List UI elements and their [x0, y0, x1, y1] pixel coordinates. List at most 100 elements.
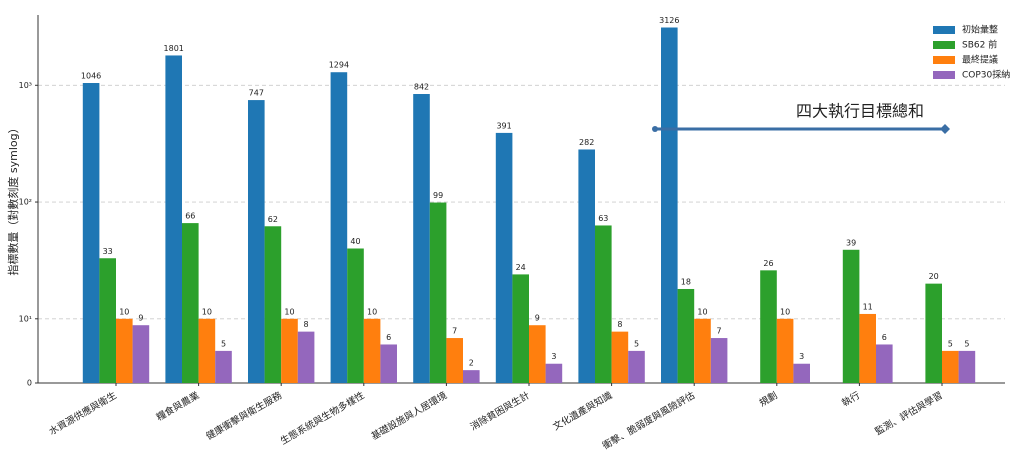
x-tick-label: 糧食與農業: [154, 389, 202, 423]
x-tick-label: 基礎設施與人居環境: [369, 389, 449, 442]
x-tick-label: 文化遺產與知識: [551, 389, 615, 433]
bar: [760, 270, 777, 383]
annotation: 四大執行目標總和: [796, 102, 924, 121]
value-label: 18: [681, 277, 691, 286]
bar: [198, 318, 216, 383]
bar: [694, 318, 711, 383]
bar: [611, 331, 629, 383]
value-label: 11: [863, 302, 873, 311]
value-label: 10: [780, 307, 790, 316]
value-label: 1046: [81, 72, 101, 81]
bar: [859, 313, 876, 383]
legend-label: SB62 前: [962, 39, 997, 51]
arrow-head: [940, 124, 950, 134]
bar: [545, 363, 563, 383]
bar: [661, 27, 678, 384]
value-label: 7: [717, 327, 722, 336]
value-label: 8: [617, 320, 622, 329]
bar: [165, 55, 182, 383]
value-label: 10: [284, 307, 294, 316]
bar: [380, 344, 397, 383]
value-label: 99: [433, 191, 443, 200]
value-label: 282: [579, 138, 594, 147]
value-label: 842: [414, 83, 429, 92]
bar: [942, 350, 959, 383]
bar: [925, 283, 942, 383]
value-label: 26: [763, 259, 773, 268]
y-tick-label: 0: [27, 379, 32, 388]
value-label: 63: [598, 214, 608, 223]
value-label: 747: [249, 89, 264, 98]
value-label: 5: [948, 339, 953, 348]
value-label: 6: [386, 333, 391, 342]
value-label: 9: [138, 314, 143, 323]
legend-swatch: [933, 41, 955, 49]
value-label: 1294: [329, 61, 349, 70]
bar: [628, 350, 645, 383]
value-label: 62: [268, 215, 278, 224]
value-label: 7: [452, 327, 457, 336]
x-tick-label: 健康衝擊與衛生服務: [204, 389, 284, 442]
x-tick-label: 衝擊、脆弱度與風險評估: [600, 389, 697, 452]
bar: [99, 258, 116, 383]
bar: [578, 149, 595, 383]
value-label: 33: [103, 247, 113, 256]
value-label: 10: [367, 307, 377, 316]
legend-label: 最終提議: [962, 54, 998, 66]
legend-swatch: [933, 71, 955, 79]
value-label: 5: [634, 339, 639, 348]
bar: [248, 100, 265, 384]
y-axis-label: 指標數量（對數刻度 symlog）: [6, 122, 20, 275]
bar: [463, 370, 480, 383]
value-label: 6: [882, 333, 887, 342]
x-tick-label: 監測、評估與學習: [873, 389, 945, 437]
bar: [330, 72, 348, 383]
bar: [595, 225, 612, 383]
x-tick-label: 消除貧困與生計: [468, 389, 532, 433]
legend-swatch: [933, 56, 955, 64]
arrow-end: [652, 126, 658, 132]
legend-swatch: [933, 26, 955, 34]
value-label: 66: [185, 212, 195, 221]
bar: [297, 331, 315, 383]
value-label: 9: [535, 314, 540, 323]
x-tick-label: 執行: [840, 389, 863, 409]
value-label: 3126: [659, 16, 679, 25]
bar: [413, 94, 430, 383]
bar: [82, 83, 100, 383]
bar: [132, 325, 150, 383]
bar: [446, 338, 463, 383]
x-tick-label: 水資源供應與衛生: [47, 389, 119, 438]
bar: [776, 318, 794, 383]
value-label: 10: [119, 307, 129, 316]
x-tick-label: 規劃: [757, 389, 779, 409]
value-label: 10: [697, 307, 707, 316]
x-tick-label: 生態系統與生物多樣性: [278, 389, 367, 447]
bar: [495, 132, 513, 383]
y-tick-label: 10¹: [19, 314, 32, 323]
value-label: 39: [846, 238, 856, 247]
value-label: 5: [964, 339, 969, 348]
bar: [529, 325, 546, 383]
bar: [793, 363, 810, 383]
y-tick-label: 10²: [19, 198, 32, 207]
value-label: 40: [350, 237, 360, 246]
bar: [363, 318, 381, 383]
value-label: 391: [496, 121, 511, 130]
value-label: 24: [516, 263, 526, 272]
bar: [182, 223, 199, 383]
value-label: 1801: [164, 44, 184, 53]
value-label: 10: [202, 307, 212, 316]
value-label: 8: [304, 320, 309, 329]
legend-label: 初始彙整: [962, 24, 998, 36]
bar: [429, 202, 447, 383]
y-tick-label: 10³: [19, 81, 32, 90]
value-label: 3: [799, 352, 804, 361]
value-label: 3: [551, 352, 556, 361]
bar: [842, 249, 860, 383]
bar: [215, 350, 232, 383]
bar: [710, 338, 728, 383]
bar: [958, 350, 976, 383]
bar: [347, 248, 364, 383]
bar: [264, 226, 282, 383]
